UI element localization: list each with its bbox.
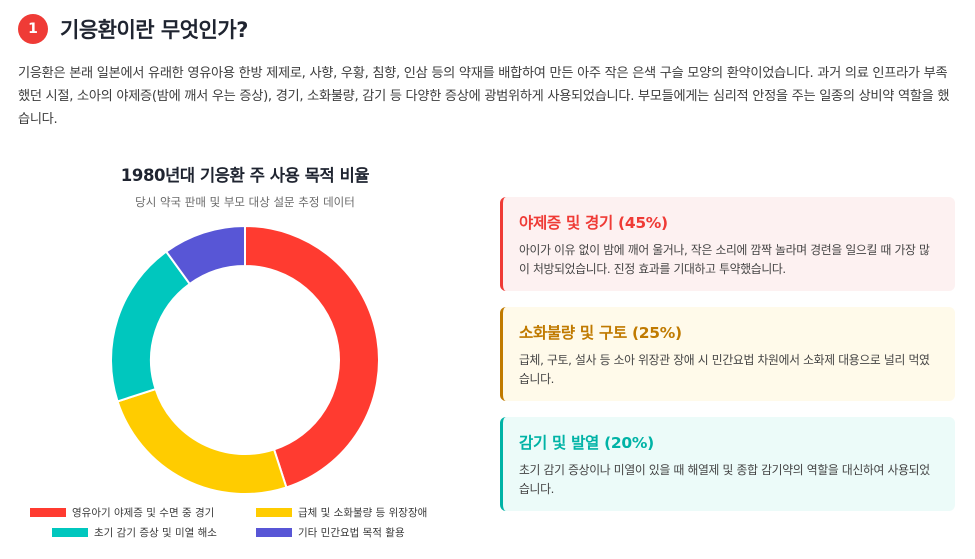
legend-label: 영유아기 야제증 및 수면 중 경기 [72, 507, 215, 519]
legend-item[interactable]: 기타 민간요법 목적 활용 [256, 527, 446, 539]
card-indigestion: 소화불량 및 구토 (25%) 급체, 구토, 설사 등 소아 위장관 장애 시… [500, 307, 955, 401]
legend-label: 초기 감기 증상 및 미열 해소 [94, 527, 217, 539]
chart-title: 1980년대 기응환 주 사용 목적 비율 [120, 166, 370, 185]
card-text: 아이가 이유 없이 밤에 깨어 울거나, 작은 소리에 깜짝 놀라며 경련을 일… [519, 243, 930, 276]
card-cold-fever: 감기 및 발열 (20%) 초기 감기 증상이나 미열이 있을 때 해열제 및 … [500, 417, 955, 511]
legend-label: 기타 민간요법 목적 활용 [298, 527, 405, 539]
card-text: 급체, 구토, 설사 등 소아 위장관 장애 시 민간요법 차원에서 소화제 대… [519, 353, 930, 386]
step-number-badge: 1 [18, 14, 48, 44]
donut-slice[interactable] [110, 250, 192, 403]
legend-swatch [30, 508, 66, 517]
section-header: 1 기응환이란 무엇인가? [18, 14, 248, 44]
card-text: 초기 감기 증상이나 미열이 있을 때 해열제 및 종합 감기약의 역할을 대신… [519, 463, 930, 496]
chart-container: 1980년대 기응환 주 사용 목적 비율 당시 약국 판매 및 부모 대상 설… [30, 158, 460, 558]
donut-slice[interactable] [116, 387, 288, 495]
section-title: 기응환이란 무엇인가? [60, 18, 248, 42]
legend-swatch [52, 528, 88, 537]
chart-subtitle: 당시 약국 판매 및 부모 대상 설문 추정 데이터 [135, 195, 355, 209]
legend-item[interactable]: 급체 및 소화불량 등 위장장애 [256, 507, 446, 519]
donut-chart [110, 224, 380, 495]
donut-slice[interactable] [244, 224, 380, 489]
legend-label: 급체 및 소화불량 등 위장장애 [298, 507, 428, 519]
card-title: 야제증 및 경기 (45%) [519, 214, 668, 232]
intro-paragraph: 기응환은 본래 일본에서 유래한 영유아용 한방 제제로, 사향, 우황, 침향… [18, 66, 950, 127]
card-night-crying: 야제증 및 경기 (45%) 아이가 이유 없이 밤에 깨어 울거나, 작은 소… [500, 197, 955, 291]
legend-item[interactable]: 영유아기 야제증 및 수면 중 경기 [30, 507, 230, 519]
legend-item[interactable]: 초기 감기 증상 및 미열 해소 [52, 527, 252, 539]
legend-swatch [256, 528, 292, 537]
card-title: 감기 및 발열 (20%) [519, 434, 654, 452]
legend-swatch [256, 508, 292, 517]
card-title: 소화불량 및 구토 (25%) [519, 324, 682, 342]
donut-slice[interactable] [164, 224, 246, 286]
